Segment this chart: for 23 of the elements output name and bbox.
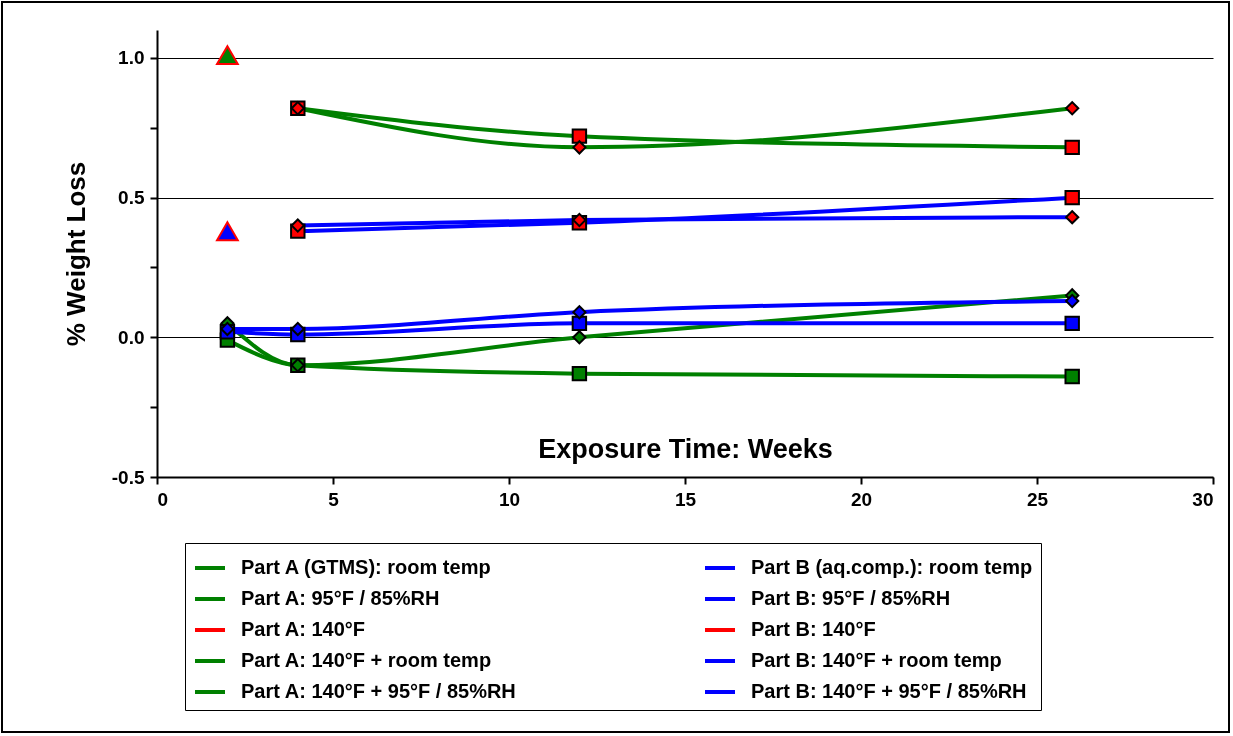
x-tick-label: 0 — [157, 488, 169, 510]
legend-label: Part B: 95°F / 85%RH — [751, 587, 951, 609]
y-tick-label: 1.0 — [118, 47, 145, 69]
x-tick-label: 30 — [1192, 488, 1214, 510]
legend-label: Part B: 140°F + 95°F / 85%RH — [751, 680, 1027, 702]
y-tick-label: -0.5 — [111, 466, 145, 488]
x-tick-label: 25 — [1026, 488, 1049, 510]
legend-label: Part A: 140°F — [241, 618, 365, 640]
x-tick-label: 15 — [674, 488, 697, 510]
legend-label: Part A: 140°F + room temp — [241, 649, 492, 671]
x-tick-label: 5 — [328, 488, 340, 510]
legend-label: Part B: 140°F + room temp — [751, 649, 1002, 671]
y-tick-label: 0.0 — [118, 326, 145, 348]
legend-label: Part A (GTMS): room temp — [241, 556, 491, 578]
legend-label: Part B: 140°F — [751, 618, 876, 640]
legend-label: Part B (aq.comp.): room temp — [751, 556, 1033, 578]
y-tick-label: 0.5 — [118, 187, 145, 209]
legend-label: Part A: 95°F / 85%RH — [241, 587, 440, 609]
legend-label: Part A: 140°F + 95°F / 85%RH — [241, 680, 516, 702]
x-axis-title: Exposure Time: Weeks — [538, 433, 833, 464]
x-tick-label: 10 — [498, 488, 521, 510]
x-tick-label: 20 — [850, 488, 873, 510]
y-axis-title: % Weight Loss — [60, 161, 91, 347]
